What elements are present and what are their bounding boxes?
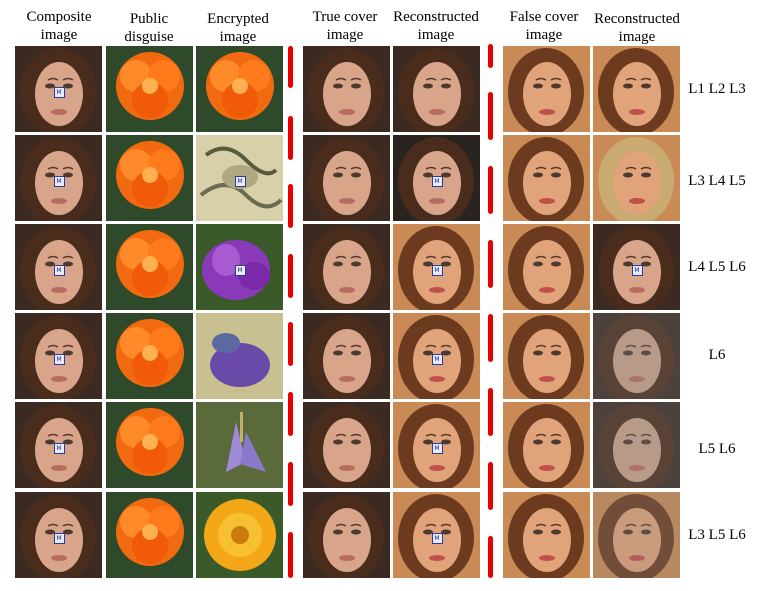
false-cover-image [503, 313, 590, 399]
true-cover-image [303, 402, 390, 488]
watermark-badge-icon: M [431, 443, 443, 454]
header-reconstructed-true-line2: image [417, 27, 455, 43]
watermark-badge-icon: M [53, 443, 65, 454]
header-reconstructed-false: Reconstructed image [586, 10, 688, 46]
header-public: Public disguise [104, 10, 194, 46]
header-composite: Composite image [14, 8, 104, 44]
true-cover-image [303, 313, 390, 399]
separator-dash [288, 392, 293, 436]
header-reconstructed-true-line1: Reconstructed [393, 9, 479, 25]
separator-dash [488, 536, 493, 578]
reconstructed-true-image: M [393, 224, 480, 310]
public-disguise-image [106, 492, 193, 578]
watermark-badge-icon: M [631, 265, 643, 276]
header-encrypted-line2: image [219, 29, 257, 45]
header-false-cover-line2: image [525, 27, 563, 43]
separator-dash [488, 166, 493, 214]
public-disguise-image [106, 135, 193, 221]
watermark-badge-icon: M [431, 176, 443, 187]
row-label: L3 L4 L5 [688, 173, 746, 189]
encrypted-image [196, 313, 283, 399]
watermark-badge-icon: M [431, 265, 443, 276]
separator-dash [288, 532, 293, 578]
true-cover-image [303, 224, 390, 310]
row-label: L5 L6 [698, 441, 736, 457]
watermark-badge-icon: M [53, 176, 65, 187]
watermark-badge-icon: M [431, 354, 443, 365]
header-reconstructed-false-line2: image [618, 29, 656, 45]
header-false-cover: False cover image [497, 8, 591, 44]
composite-image: M [15, 135, 102, 221]
public-disguise-image [106, 46, 193, 132]
separator-dash [288, 462, 293, 506]
encrypted-image: M [196, 135, 283, 221]
separator-dash [488, 314, 493, 362]
header-public-line2: disguise [124, 29, 174, 45]
row-label: L1 L2 L3 [688, 81, 746, 97]
header-composite-line1: Composite [26, 9, 92, 25]
header-reconstructed-false-line1: Reconstructed [594, 11, 680, 27]
composite-image: M [15, 492, 102, 578]
false-cover-image [503, 402, 590, 488]
reconstructed-true-image: M [393, 135, 480, 221]
false-cover-image [503, 135, 590, 221]
separator-dash [288, 322, 293, 366]
reconstructed-true-image: M [393, 313, 480, 399]
header-encrypted-line1: Encrypted [207, 11, 269, 27]
true-cover-image [303, 46, 390, 132]
true-cover-image [303, 135, 390, 221]
row-label: L3 L5 L6 [688, 527, 746, 543]
reconstructed-true-image: M [393, 492, 480, 578]
separator-dash [488, 92, 493, 140]
watermark-badge-icon: M [53, 265, 65, 276]
watermark-badge-icon: M [53, 533, 65, 544]
encrypted-image [196, 492, 283, 578]
public-disguise-image [106, 224, 193, 310]
separator-dash [488, 388, 493, 436]
header-false-cover-line1: False cover [509, 9, 579, 25]
separator-dash [288, 46, 293, 88]
encrypted-image [196, 46, 283, 132]
public-disguise-image [106, 313, 193, 399]
separator-dash [488, 462, 493, 510]
row-label: L4 L5 L6 [688, 259, 746, 275]
watermark-badge-icon: M [234, 265, 246, 276]
separator-dash [488, 240, 493, 288]
reconstructed-false-image [593, 135, 680, 221]
header-true-cover-line1: True cover [312, 9, 378, 25]
header-reconstructed-true: Reconstructed image [386, 8, 486, 44]
watermark-badge-icon: M [431, 533, 443, 544]
separator-dash [288, 116, 293, 160]
header-true-cover-line2: image [326, 27, 364, 43]
composite-image: M [15, 313, 102, 399]
header-encrypted: Encrypted image [193, 10, 283, 46]
header-public-line1: Public [129, 11, 169, 27]
reconstructed-false-image [593, 492, 680, 578]
composite-image: M [15, 402, 102, 488]
reconstructed-true-image [393, 46, 480, 132]
separator-dash [288, 254, 293, 298]
reconstructed-true-image: M [393, 402, 480, 488]
public-disguise-image [106, 402, 193, 488]
composite-image: M [15, 46, 102, 132]
encrypted-image: M [196, 224, 283, 310]
header-true-cover: True cover image [300, 8, 390, 44]
composite-image: M [15, 224, 102, 310]
watermark-badge-icon: M [53, 354, 65, 365]
false-cover-image [503, 492, 590, 578]
separator-dash [288, 184, 293, 228]
true-cover-image [303, 492, 390, 578]
reconstructed-false-image [593, 313, 680, 399]
false-cover-image [503, 46, 590, 132]
reconstructed-false-image [593, 46, 680, 132]
row-label: L6 [708, 347, 726, 363]
watermark-badge-icon: M [53, 87, 65, 98]
reconstructed-false-image: M [593, 224, 680, 310]
header-composite-line2: image [40, 27, 78, 43]
watermark-badge-icon: M [234, 176, 246, 187]
reconstructed-false-image [593, 402, 680, 488]
encrypted-image [196, 402, 283, 488]
separator-dash [488, 44, 493, 68]
false-cover-image [503, 224, 590, 310]
